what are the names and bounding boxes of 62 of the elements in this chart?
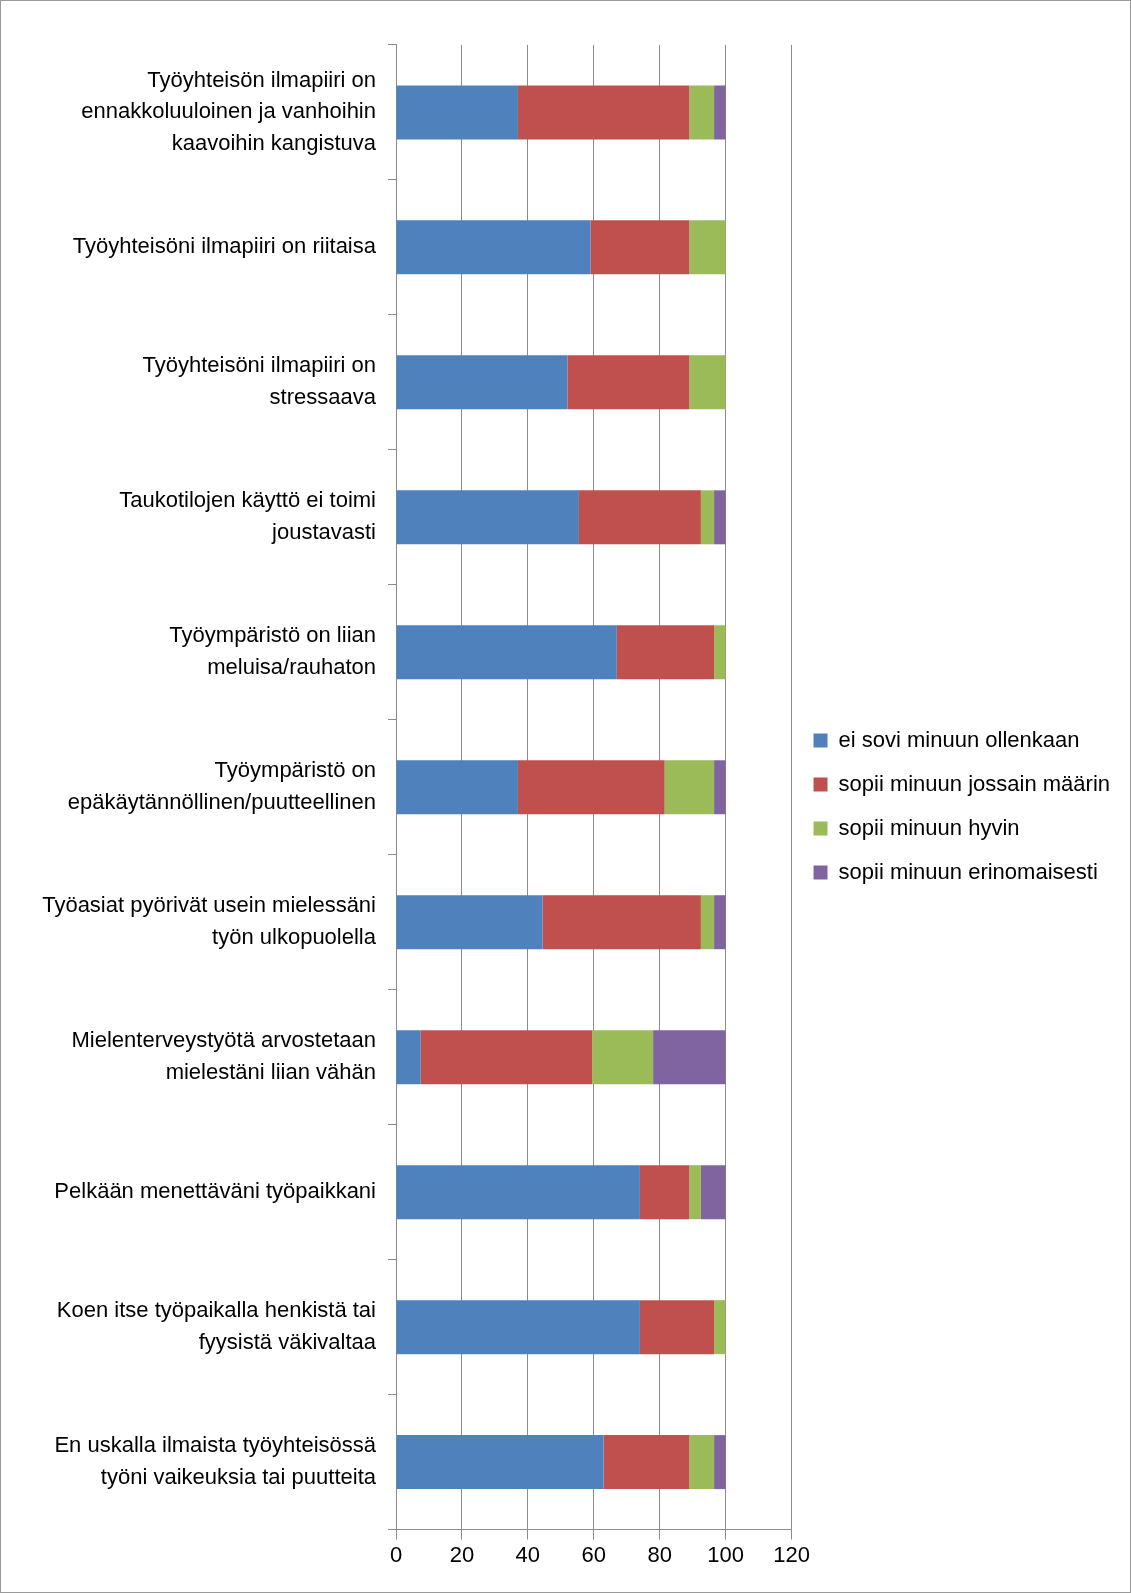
bar bbox=[396, 625, 617, 680]
bar bbox=[603, 1435, 690, 1490]
bar bbox=[700, 895, 715, 950]
bar bbox=[714, 760, 726, 815]
x-tick-label: 0 bbox=[389, 1541, 403, 1567]
bar bbox=[700, 1165, 726, 1220]
bar bbox=[714, 625, 726, 680]
x-tick-label: 20 bbox=[449, 1541, 475, 1567]
y-tick-label: Työympäristö on liian meluisa/rauhaton bbox=[169, 622, 376, 680]
bar bbox=[396, 355, 568, 410]
bar bbox=[396, 1165, 640, 1220]
bar bbox=[639, 1300, 715, 1355]
legend-label: sopii minuun erinomaisesti bbox=[838, 858, 1098, 884]
bar bbox=[396, 1435, 604, 1490]
bar bbox=[689, 220, 726, 275]
bar bbox=[396, 1300, 640, 1355]
bar bbox=[578, 490, 701, 545]
bar bbox=[396, 490, 579, 545]
legend-label: sopii minuun hyvin bbox=[838, 814, 1020, 840]
bar bbox=[396, 85, 518, 140]
legend-label: sopii minuun jossain määrin bbox=[838, 770, 1110, 796]
bar bbox=[714, 490, 726, 545]
bar bbox=[700, 490, 715, 545]
bar bbox=[542, 895, 701, 950]
bar bbox=[653, 1030, 726, 1085]
bar bbox=[396, 895, 543, 950]
bar bbox=[689, 85, 715, 140]
bar bbox=[396, 760, 518, 815]
bar bbox=[517, 85, 690, 140]
y-tick-label: Koen itse työpaikalla henkistä tai fyysistä väkivaltaa bbox=[56, 1297, 377, 1355]
bar bbox=[639, 1165, 690, 1220]
y-tick-label: Pelkään menettäväni työpaikkani bbox=[54, 1178, 376, 1204]
bar bbox=[396, 1030, 421, 1085]
bar bbox=[689, 1435, 715, 1490]
x-tick-label: 120 bbox=[773, 1541, 810, 1567]
bar bbox=[714, 85, 726, 140]
bar bbox=[714, 1435, 726, 1490]
x-tick-label: 40 bbox=[515, 1541, 541, 1567]
y-tick-label: En uskalla ilmaista työyhteisössä työni vaikeuksia tai puutteita bbox=[54, 1432, 377, 1490]
bar bbox=[567, 355, 690, 410]
bar bbox=[517, 760, 665, 815]
y-tick-label: Työasiat pyörivät usein mielessäni työn ulkopuolella bbox=[42, 892, 377, 950]
bar bbox=[590, 220, 690, 275]
y-tick-label: Työyhteisöni ilmapiiri on stressaava bbox=[142, 352, 377, 410]
x-tick-label: 60 bbox=[581, 1541, 607, 1567]
bar bbox=[420, 1030, 593, 1085]
bar bbox=[592, 1030, 654, 1085]
bar bbox=[689, 1165, 701, 1220]
bar bbox=[396, 220, 591, 275]
bar bbox=[714, 1300, 726, 1355]
bar bbox=[616, 625, 715, 680]
y-tick-label: Työyhteisön ilmapiiri on ennakkoluuloinen ja vanhoihin kaavoihin kangistuva bbox=[81, 66, 377, 156]
y-tick-label: Työympäristö on epäkäytännöllinen/puutteellinen bbox=[67, 757, 376, 815]
y-tick-label: Työyhteisöni ilmapiiri on riitaisa bbox=[72, 233, 377, 259]
bar bbox=[689, 355, 726, 410]
bar bbox=[664, 760, 715, 815]
x-tick-label: 100 bbox=[707, 1541, 744, 1567]
x-tick-label: 80 bbox=[647, 1541, 672, 1567]
y-tick-label: Taukotilojen käyttö ei toimi joustavasti bbox=[119, 487, 376, 545]
bar bbox=[714, 895, 726, 950]
legend-label: ei sovi minuun ollenkaan bbox=[838, 726, 1080, 752]
y-tick-label: Mielenterveystyötä arvostetaan mielestäni liian vähän bbox=[71, 1027, 376, 1085]
